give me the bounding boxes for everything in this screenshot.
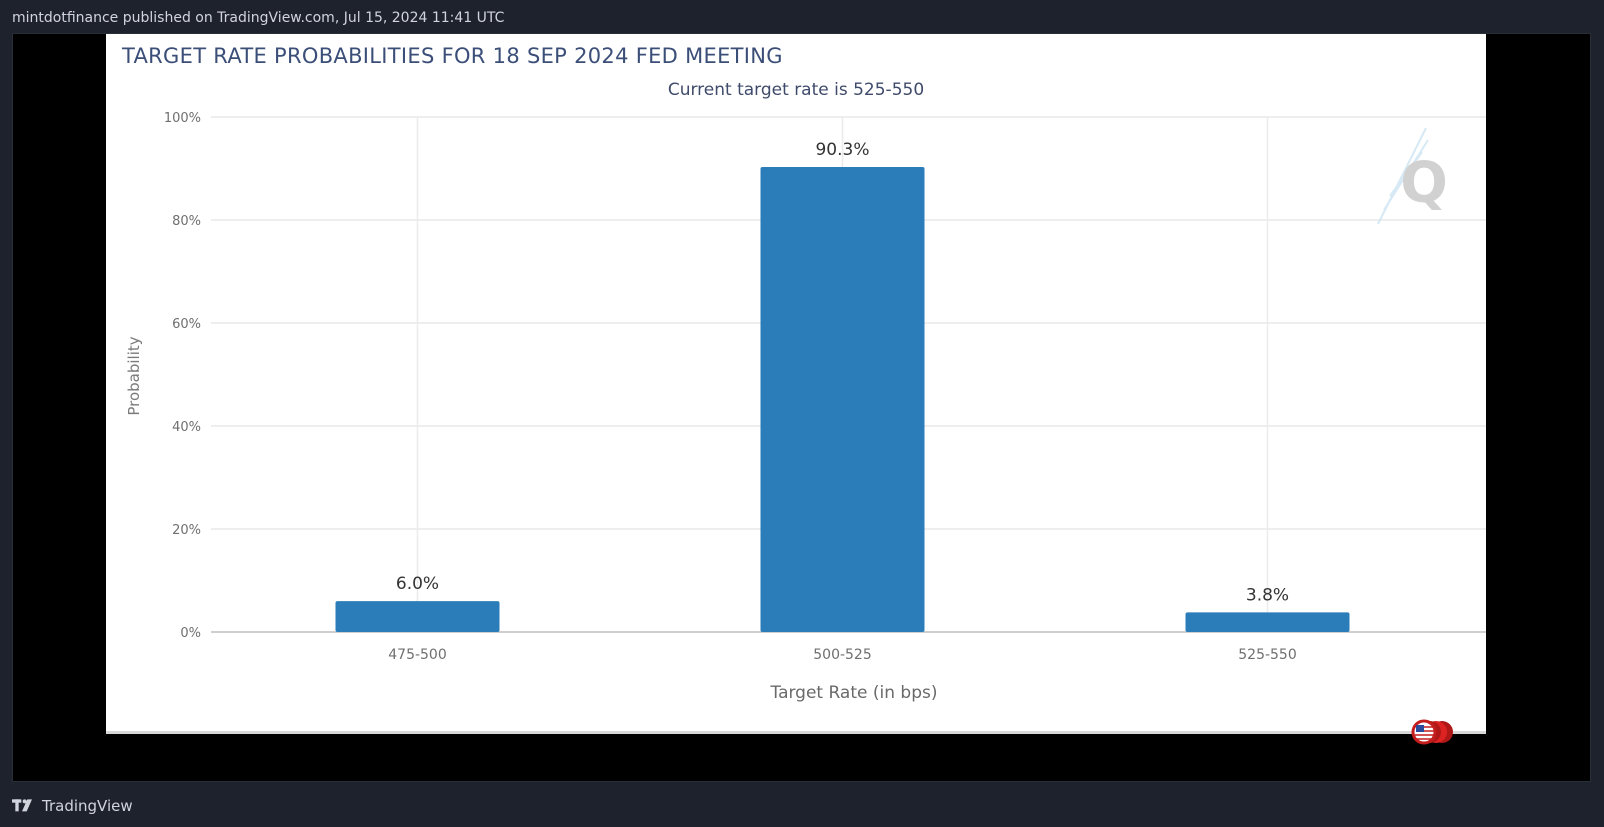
bar-500-525 [760,166,925,632]
bar-525-550 [1185,612,1350,632]
cme-fedwatch-q-icon: Q [1377,127,1448,225]
chart-bottom-border [106,731,1486,734]
chart-canvas: 0% 20% 40% 60% 80% 100% 6.0% 475-500 90.3% 500-52… [125,111,1486,703]
y-tick-label: 0% [180,626,201,641]
x-tick-label: 475-500 [388,647,447,663]
data-label: 90.3% [815,140,869,160]
y-tick-label: 80% [172,214,201,229]
y-tick-label: 20% [172,523,201,538]
data-label: 3.8% [1246,585,1289,605]
x-axis-label: Target Rate (in bps) [770,683,938,703]
y-axis-label: Probability [125,336,143,415]
tradingview-brand[interactable]: TradingView [42,797,133,815]
x-tick-label: 500-525 [813,647,872,663]
labels-layer: 0% 20% 40% 60% 80% 100% 6.0% 475-500 90.3% 500-52… [164,111,1297,663]
bar-475-500 [335,601,500,632]
tradingview-logo-icon[interactable] [12,799,36,813]
data-label: 6.0% [396,574,439,594]
x-tick-label: 525-550 [1238,647,1297,663]
fedwatch-chart: 0% 20% 40% 60% 80% 100% 6.0% 475-500 90.3% 500-52… [106,34,1486,734]
footer: TradingView [12,797,133,815]
chart-subtitle: Current target rate is 525-550 [667,80,925,100]
us-flag-badge-icon [1411,719,1453,745]
chart-title: TARGET RATE PROBABILITIES FOR 18 SEP 202… [122,44,783,68]
y-tick-label: 100% [164,111,201,126]
y-tick-label: 40% [172,420,201,435]
publish-caption: mintdotfinance published on TradingView.… [12,10,505,26]
svg-text:Q: Q [1400,151,1448,216]
bars-layer [335,166,1350,632]
y-tick-label: 60% [172,317,201,332]
